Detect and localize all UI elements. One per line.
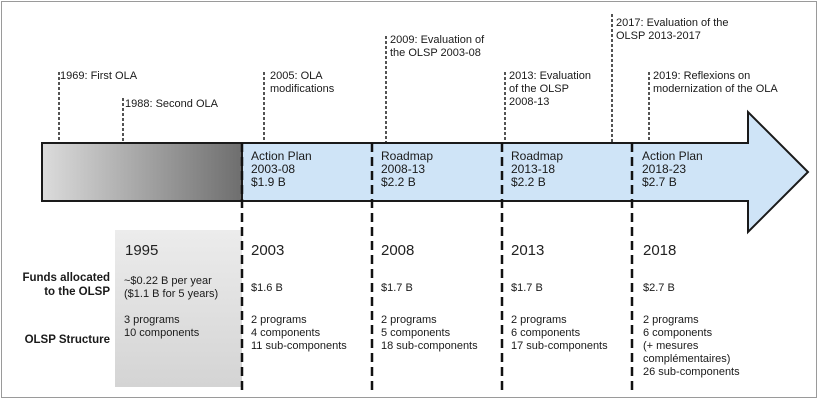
period-year-2008: 2008 [381, 242, 415, 259]
period-structure-2018: 2 programs 6 components (+ mesures compl… [643, 314, 740, 378]
event-label-1988: 1988: Second OLA [125, 98, 218, 110]
period-structure-2008: 2 programs 5 components 18 sub-component… [381, 314, 478, 352]
period-year-2003: 2003 [251, 242, 285, 259]
period-year-2013: 2013 [511, 242, 545, 259]
event-label-2009: 2009: Evaluation of the OLSP 2003-08 [390, 34, 485, 59]
period-funds-2008: $1.7 B [381, 282, 413, 294]
event-label-2013: 2013: Evaluation of the OLSP 2008-13 [509, 70, 591, 108]
period-1995-background [115, 230, 242, 387]
period-funds-2013: $1.7 B [511, 282, 543, 294]
event-label-2005: 2005: OLA modifications [270, 70, 335, 95]
plan-label-2018: Action Plan 2018-23 $2.7 B [642, 149, 703, 189]
period-structure-2003: 2 programs 4 components 11 sub-component… [251, 314, 347, 352]
plan-label-2003: Action Plan 2003-08 $1.9 B [251, 149, 312, 189]
row-label-funds: Funds allocated to the OLSP [22, 272, 110, 298]
row-label-structure: OLSP Structure [24, 334, 110, 346]
period-funds-2003: $1.6 B [251, 282, 283, 294]
event-label-1969: 1969: First OLA [60, 70, 138, 82]
timeline-arrow [241, 109, 810, 235]
period-year-2018: 2018 [643, 242, 677, 259]
history-bar [41, 142, 243, 202]
event-label-2019: 2019: Reflexions on modernization of the… [653, 70, 778, 95]
period-structure-2013: 2 programs 6 components 17 sub-component… [511, 314, 608, 352]
event-label-2017: 2017: Evaluation of the OLSP 2013-2017 [616, 17, 729, 42]
period-funds-1995: ~$0.22 B per year ($1.1 B for 5 years) [124, 275, 219, 300]
period-year-1995: 1995 [125, 242, 159, 259]
plan-label-2008: Roadmap 2008-13 $2.2 B [381, 149, 434, 189]
plan-label-2013: Roadmap 2013-18 $2.2 B [511, 149, 564, 189]
period-funds-2018: $2.7 B [643, 282, 675, 294]
period-structure-1995: 3 programs 10 components [124, 314, 200, 339]
